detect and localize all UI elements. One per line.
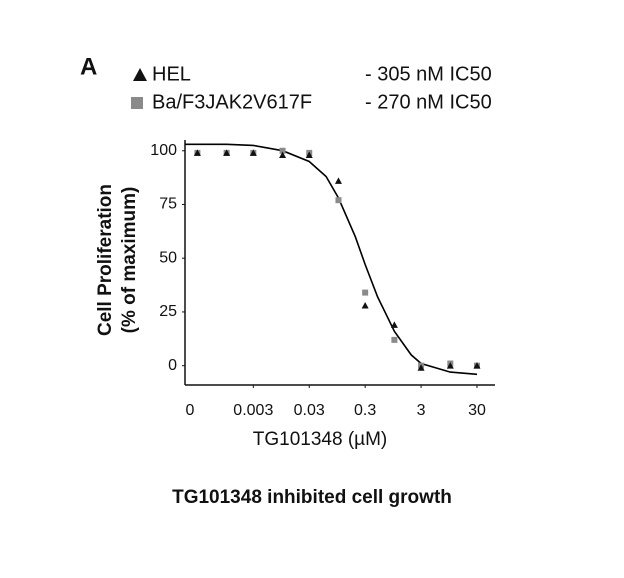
point	[334, 177, 342, 184]
point	[305, 151, 313, 159]
legend-marker	[133, 68, 147, 81]
x-tick-label: 30	[468, 402, 486, 419]
panel-label: A	[80, 53, 97, 80]
x-tick-label: 0.03	[294, 402, 325, 419]
x-tick-label: 3	[417, 402, 426, 419]
point	[335, 197, 342, 204]
point	[279, 151, 287, 159]
point	[223, 149, 231, 156]
x-zero-label: 0	[186, 402, 195, 419]
point	[390, 321, 398, 328]
x-tick-label: 0.3	[354, 402, 376, 419]
y-tick-label: 75	[159, 196, 177, 213]
point	[417, 364, 425, 371]
x-axis-label: TG101348 (µM)	[253, 429, 388, 450]
legend-marker	[131, 97, 143, 109]
y-tick-label: 50	[159, 249, 177, 266]
legend-note: - 270 nM IC50	[365, 91, 492, 113]
point	[361, 301, 369, 309]
y-tick-label: 100	[150, 142, 177, 159]
point	[362, 289, 369, 296]
point	[279, 147, 286, 154]
y-tick-label: 25	[159, 303, 177, 320]
y-axis-label: Cell Proliferation	[95, 184, 116, 336]
legend-note: - 305 nM IC50	[365, 63, 492, 85]
legend-label: Ba/F3JAK2V617F	[152, 91, 312, 113]
point	[473, 362, 481, 369]
y-axis-label: (% of maximum)	[119, 187, 140, 334]
point	[446, 362, 454, 369]
x-tick-label: 0.003	[233, 402, 273, 419]
caption: TG101348 inhibited cell growth	[172, 487, 452, 508]
point	[193, 149, 201, 156]
point	[391, 336, 398, 343]
legend-label: HEL	[152, 63, 191, 85]
fit-curve	[185, 143, 478, 376]
y-tick-label: 0	[168, 357, 177, 374]
point	[249, 149, 257, 156]
